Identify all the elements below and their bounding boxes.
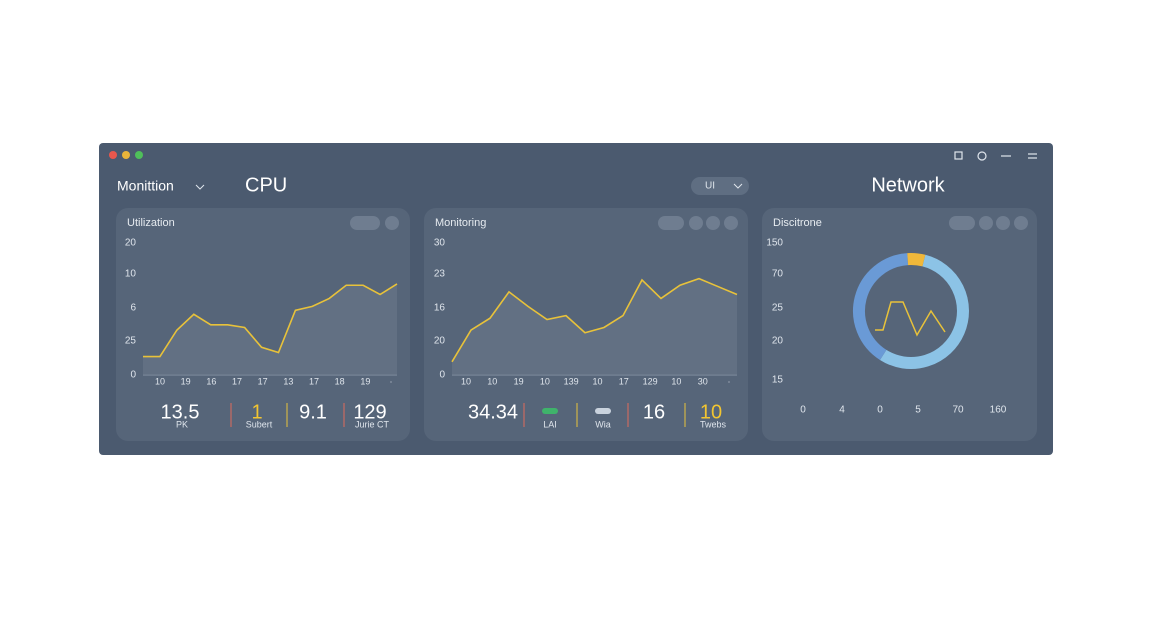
area xyxy=(143,283,397,375)
x-tick-label: 18 xyxy=(335,376,345,386)
dropdown-arrow[interactable] xyxy=(195,184,205,190)
stat-unit: PK xyxy=(176,419,188,429)
x-tick-label: 17 xyxy=(258,376,268,386)
panel-title: Utilization xyxy=(127,217,175,229)
stat-value: 34.34 xyxy=(468,401,518,423)
stat-value: 13.5 xyxy=(161,401,200,423)
y-tick-label: 70 xyxy=(772,269,784,280)
panel xyxy=(762,208,1037,441)
x-tick-label: 17 xyxy=(232,376,242,386)
x-tick-label: 10 xyxy=(461,376,471,386)
section-heading: CPU xyxy=(245,174,287,196)
toggle-arrow[interactable] xyxy=(733,183,743,189)
y-tick-label: 20 xyxy=(434,336,446,347)
panel-title: Discitrone xyxy=(773,217,822,229)
stat-icon xyxy=(595,408,611,414)
x-tick-label: 10 xyxy=(671,376,681,386)
x-label: 0 xyxy=(800,405,806,416)
stat-unit: LAI xyxy=(543,419,557,429)
y-tick-label: 10 xyxy=(125,269,137,280)
y-tick-label: 20 xyxy=(125,238,137,249)
toggle[interactable] xyxy=(691,177,749,195)
panel-title: Monitoring xyxy=(435,217,486,229)
x-tick-label: · xyxy=(390,376,393,386)
x-tick-label: 139 xyxy=(564,376,579,386)
x-label: 4 xyxy=(839,405,845,416)
x-label: 70 xyxy=(952,405,964,416)
x-label: 160 xyxy=(990,405,1007,416)
stat-value: 16 xyxy=(643,401,665,423)
stat-value: 1 xyxy=(251,401,262,423)
x-tick-label: 129 xyxy=(643,376,658,386)
y-tick-label: 20 xyxy=(772,336,784,347)
y-tick-label: 25 xyxy=(772,303,784,314)
y-tick-label: 6 xyxy=(130,303,136,314)
x-tick-label: 10 xyxy=(592,376,602,386)
x-tick-label: 19 xyxy=(181,376,191,386)
panel xyxy=(116,208,410,441)
y-tick-label: 23 xyxy=(434,269,446,280)
y-tick-label: 0 xyxy=(130,370,136,381)
stat-unit: Twebs xyxy=(700,419,727,429)
toolbar-icons xyxy=(954,151,1037,161)
x-tick-label: 17 xyxy=(309,376,319,386)
y-tick-label: 16 xyxy=(434,303,446,314)
close-button[interactable] xyxy=(109,151,117,159)
line xyxy=(451,277,738,363)
x-tick-label: 10 xyxy=(155,376,165,386)
y-tick-label: 0 xyxy=(439,370,445,381)
x-tick-label: 19 xyxy=(514,376,524,386)
x-tick-label: 13 xyxy=(283,376,293,386)
donut-segment xyxy=(879,254,969,369)
y-tick-label: 150 xyxy=(766,238,783,249)
x-tick-label: · xyxy=(728,376,731,386)
panel xyxy=(424,208,748,441)
toggle-label[interactable]: UI xyxy=(705,181,715,192)
panel-buttons[interactable] xyxy=(350,216,1028,230)
stat-icon xyxy=(542,408,558,414)
stat-value: 9.1 xyxy=(299,401,327,423)
app-title[interactable]: Monittion xyxy=(117,178,174,194)
stat-unit: Wia xyxy=(595,419,611,429)
stat-value: 129 xyxy=(353,401,386,423)
x-tick-label: 19 xyxy=(360,376,370,386)
x-tick-label: 10 xyxy=(487,376,497,386)
x-label: 0 xyxy=(877,405,883,416)
stat-unit: Jurie CT xyxy=(355,419,390,429)
donut-segment xyxy=(907,253,926,267)
x-tick-label: 16 xyxy=(206,376,216,386)
line xyxy=(143,283,398,358)
stat-unit: Subert xyxy=(246,419,273,429)
x-tick-label: 17 xyxy=(619,376,629,386)
donut-segment xyxy=(853,253,909,361)
donut-sparkline xyxy=(875,301,946,337)
y-tick-label: 15 xyxy=(772,375,784,386)
y-tick-label: 25 xyxy=(125,336,137,347)
x-tick-label: 10 xyxy=(540,376,550,386)
x-label: 5 xyxy=(915,405,921,416)
x-tick-label: 30 xyxy=(698,376,708,386)
minimize-button[interactable] xyxy=(122,151,130,159)
y-tick-label: 30 xyxy=(434,238,446,249)
network-heading: Network xyxy=(871,174,945,196)
zoom-button[interactable] xyxy=(135,151,143,159)
stat-value: 10 xyxy=(700,401,722,423)
